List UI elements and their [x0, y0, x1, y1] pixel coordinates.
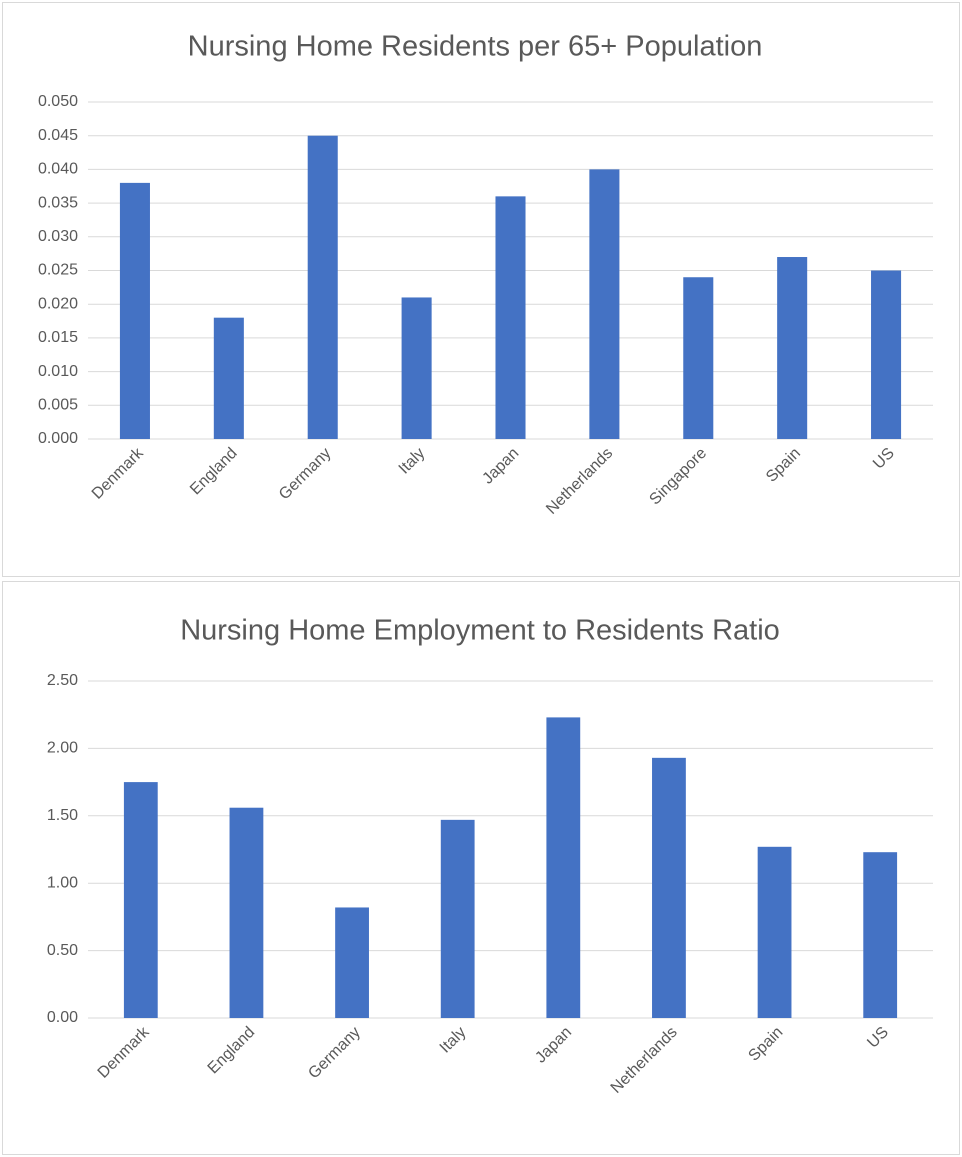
bar [757, 846, 792, 1018]
bar [495, 196, 526, 439]
bar [683, 277, 714, 439]
chart-title: Nursing Home Residents per 65+ Populatio… [188, 31, 763, 63]
bar [777, 257, 808, 439]
bar [307, 135, 338, 439]
chart-frame [2, 581, 960, 1155]
bar [589, 169, 620, 439]
bar [652, 757, 686, 1018]
bar [546, 717, 581, 1018]
y-tick-label: 1.00 [47, 874, 78, 891]
bar [119, 182, 150, 439]
bar [213, 317, 244, 439]
y-tick-label: 0.000 [38, 430, 78, 447]
y-tick-label: 2.50 [47, 672, 78, 689]
y-tick-label: 0.010 [38, 363, 78, 380]
bar [401, 297, 432, 439]
y-tick-label: 0.50 [47, 942, 78, 959]
y-tick-label: 1.50 [47, 807, 78, 824]
y-tick-label: 0.035 [38, 194, 78, 211]
bar [863, 852, 898, 1018]
y-tick-label: 0.045 [38, 127, 78, 144]
chart-title: Nursing Home Employment to Residents Rat… [180, 615, 780, 647]
y-tick-label: 2.00 [47, 740, 78, 757]
y-tick-label: 0.015 [38, 329, 78, 346]
y-tick-label: 0.020 [38, 295, 78, 312]
y-tick-label: 0.030 [38, 228, 78, 245]
bar [335, 907, 369, 1018]
y-tick-label: 0.040 [38, 161, 78, 178]
bar [871, 270, 902, 439]
bar [123, 782, 158, 1018]
y-tick-label: 0.00 [47, 1009, 78, 1026]
y-tick-label: 0.050 [38, 93, 78, 110]
bar [440, 819, 475, 1018]
bar [229, 807, 264, 1018]
y-tick-label: 0.025 [38, 262, 78, 279]
y-tick-label: 0.005 [38, 397, 78, 414]
